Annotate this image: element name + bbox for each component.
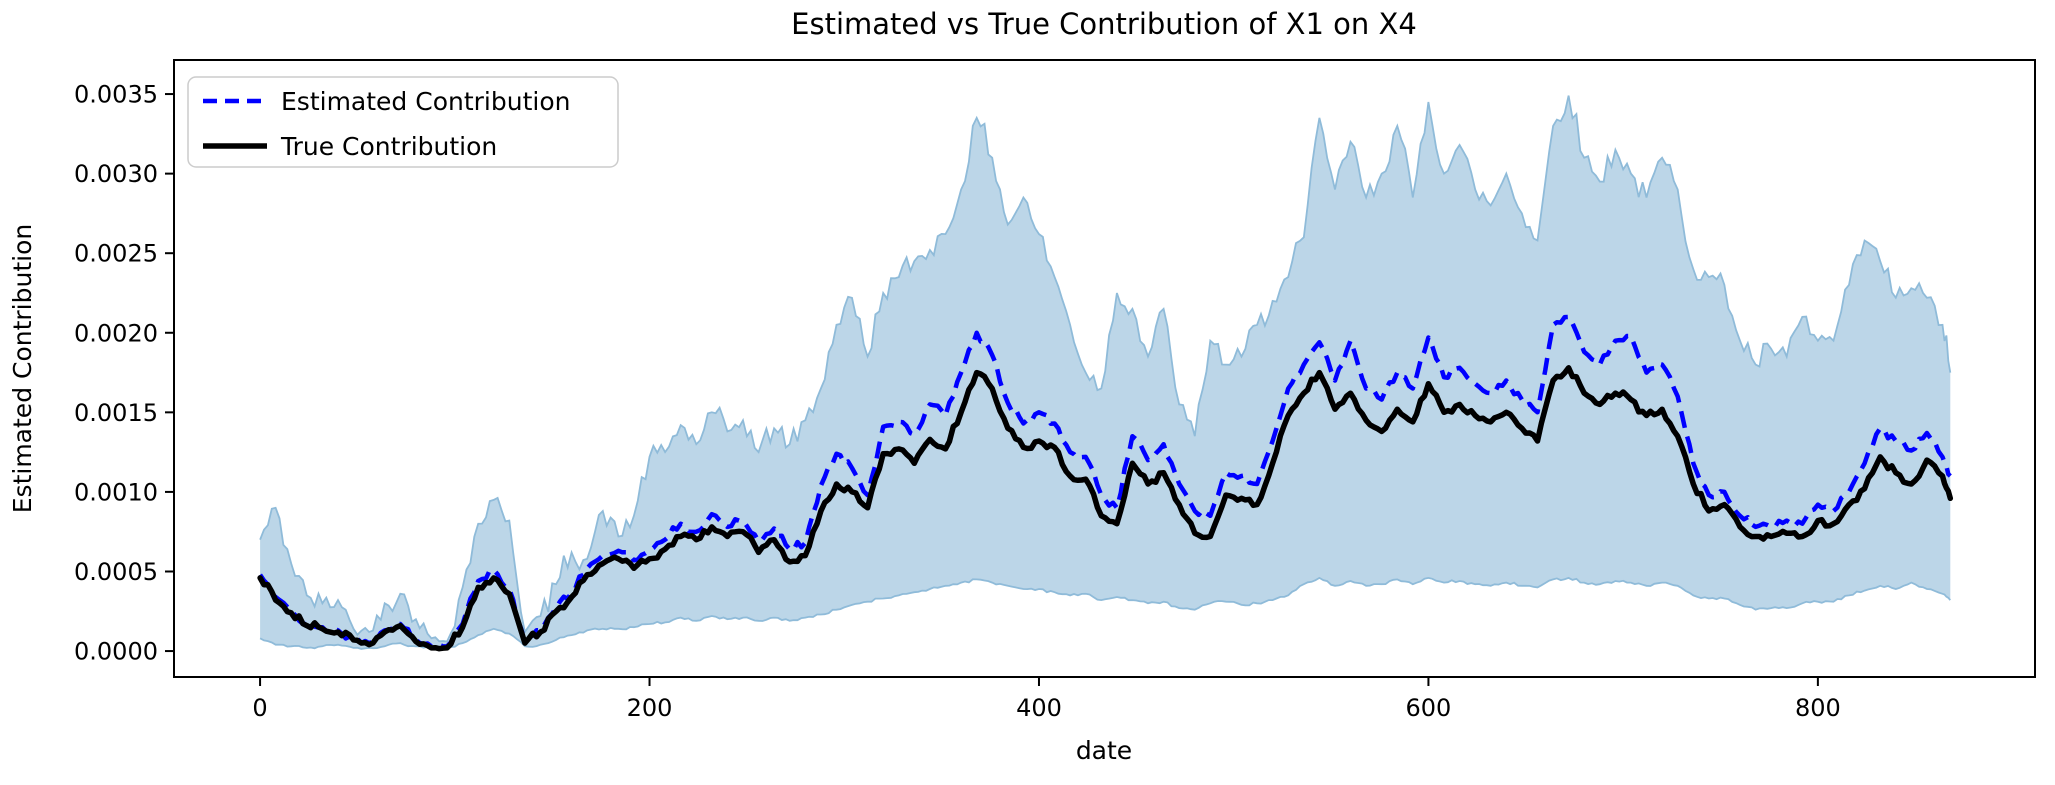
y-axis-label: Estimated Contribution xyxy=(8,224,37,513)
y-tick-label: 0.0025 xyxy=(74,240,158,268)
true-contribution-line xyxy=(257,365,1954,652)
y-tick-label: 0.0000 xyxy=(74,638,158,666)
x-tick-label: 800 xyxy=(1795,694,1841,722)
y-tick-label: 0.0010 xyxy=(74,478,158,506)
confidence-band-upper-edge xyxy=(259,95,1952,643)
estimated-contribution-line xyxy=(258,314,1952,649)
y-tick-label: 0.0015 xyxy=(74,399,158,427)
x-tick-label: 0 xyxy=(252,694,267,722)
y-axis: 0.0000 0.0005 0.0010 0.0015 0.0020 0.0025 0.00… xyxy=(74,81,174,666)
y-tick-label: 0.0030 xyxy=(74,160,158,188)
y-tick-label: 0.0005 xyxy=(74,558,158,586)
legend-frame xyxy=(187,76,619,168)
chart-title: Estimated vs True Contribution of X1 on … xyxy=(791,7,1417,41)
x-axis-label: date xyxy=(1076,736,1132,765)
plot-border xyxy=(173,59,2036,678)
x-tick-label: 600 xyxy=(1406,694,1452,722)
x-tick-label: 400 xyxy=(1016,694,1062,722)
confidence-band-layer xyxy=(259,95,1952,650)
legend-estimated-label: Estimated Contribution xyxy=(281,87,570,116)
y-tick-label: 0.0035 xyxy=(74,81,158,109)
x-tick-label: 200 xyxy=(627,694,673,722)
legend: Estimated Contribution True Contribution xyxy=(187,76,619,168)
confidence-band-lower-edge xyxy=(259,576,1951,650)
series-layer xyxy=(257,314,1954,652)
legend-true-label: True Contribution xyxy=(280,132,497,161)
x-axis: 0 200 400 600 800 xyxy=(252,677,1841,722)
y-tick-label: 0.0020 xyxy=(74,319,158,347)
